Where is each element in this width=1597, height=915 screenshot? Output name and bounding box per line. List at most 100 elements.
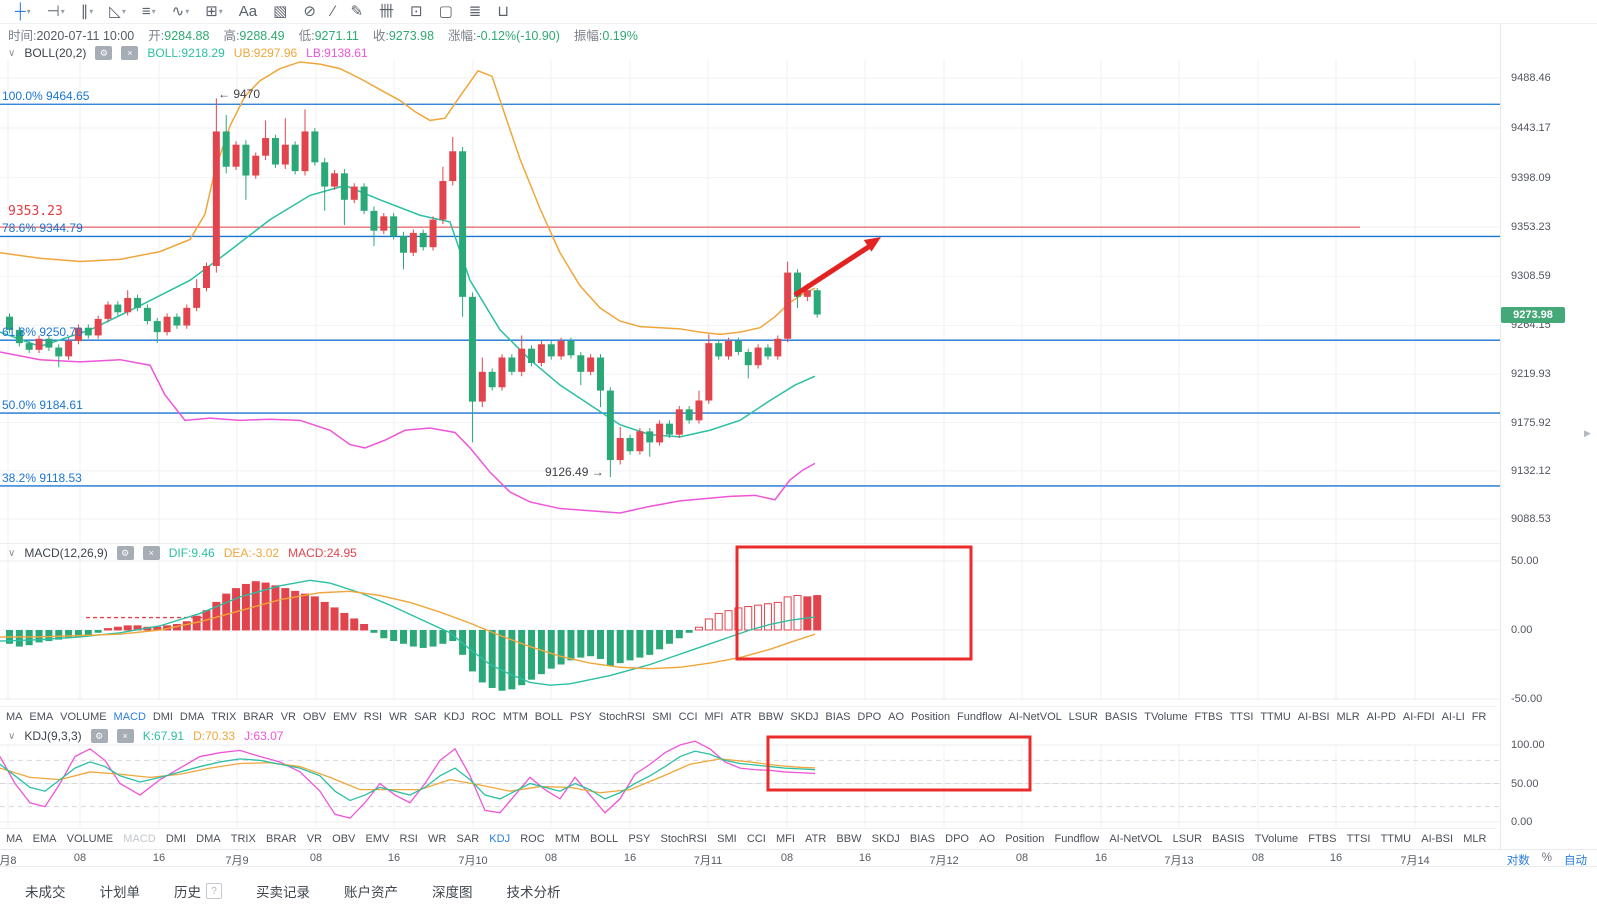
indicator-tab-mtm[interactable]: MTM: [554, 833, 580, 845]
delete-drawing-icon[interactable]: ⊔: [490, 1, 516, 23]
indicator-tab-ao[interactable]: AO: [888, 711, 905, 723]
indicator-tab-tvolume[interactable]: TVolume: [1144, 711, 1188, 723]
indicator-tab-emv[interactable]: EMV: [333, 711, 357, 723]
indicator-tab-atr[interactable]: ATR: [805, 833, 827, 845]
indicator-tab-ai-pd[interactable]: AI-PD: [1366, 711, 1396, 723]
indicator-tab-ai-netvol[interactable]: AI-NetVOL: [1109, 833, 1163, 845]
chevron-down-icon[interactable]: ▾: [26, 7, 31, 16]
indicator-tab-sar[interactable]: SAR: [456, 833, 480, 845]
indicator-tab-brar[interactable]: BRAR: [265, 833, 297, 845]
indicator-tab-dmi[interactable]: DMI: [165, 833, 186, 845]
indicator-tab-cci[interactable]: CCI: [678, 711, 698, 723]
indicator-tab-fundflow[interactable]: Fundflow: [1054, 833, 1100, 845]
bottom-tab-账户资产[interactable]: 账户资产: [344, 881, 398, 901]
indicator-tab-dmi[interactable]: DMI: [152, 711, 173, 723]
shape-tool-icon[interactable]: ⊞ ▾: [198, 1, 230, 23]
bottom-tab-历史[interactable]: 历史?: [174, 881, 222, 901]
text-tool-icon[interactable]: Aa: [232, 1, 264, 23]
indicator-tab-ttmu[interactable]: TTMU: [1260, 711, 1291, 723]
bottom-tab-未成交[interactable]: 未成交: [25, 881, 66, 901]
parallel-channel-tool-icon[interactable]: ∥ ▾: [74, 1, 101, 23]
indicator-tab-dpo[interactable]: DPO: [857, 711, 882, 723]
collapse-chevron-icon[interactable]: ∨: [8, 547, 16, 559]
indicator-tab-rsi[interactable]: RSI: [399, 833, 418, 845]
bottom-tab-技术分析[interactable]: 技术分析: [507, 881, 561, 901]
collapse-chevron-icon[interactable]: ∨: [8, 730, 16, 742]
indicator-tab-ftbs[interactable]: FTBS: [1194, 711, 1223, 723]
indicator-tab-trix[interactable]: TRIX: [230, 833, 256, 845]
indicator-tab-rsi[interactable]: RSI: [363, 711, 383, 723]
chevron-down-icon[interactable]: ▾: [151, 7, 156, 16]
measure-icon[interactable]: 卌: [372, 1, 401, 23]
indicator-tab-lsur[interactable]: LSUR: [1172, 833, 1202, 845]
indicator-tab-bias[interactable]: BIAS: [909, 833, 935, 845]
hide-drawings-icon[interactable]: ⊘: [296, 1, 323, 23]
indicator-tab-trix[interactable]: TRIX: [211, 711, 237, 723]
indicator-tab-ma[interactable]: MA: [6, 711, 23, 723]
indicator-tab-ema[interactable]: EMA: [29, 711, 54, 723]
horizontal-lines-tool-icon[interactable]: ≡ ▾: [135, 1, 163, 23]
indicator-tab-sar[interactable]: SAR: [414, 711, 437, 723]
indicator-tab-fr[interactable]: FR: [1471, 711, 1487, 723]
indicator-tab-mfi[interactable]: MFI: [775, 833, 795, 845]
indicator-tab-kdj[interactable]: KDJ: [489, 833, 511, 845]
bottom-tab-深度图[interactable]: 深度图: [432, 881, 473, 901]
indicator-tab-ma[interactable]: MA: [6, 833, 23, 845]
indicator-tab-roc[interactable]: ROC: [520, 833, 545, 845]
indicator-tab-emv[interactable]: EMV: [365, 833, 390, 845]
indicator-tab-ao[interactable]: AO: [979, 833, 996, 845]
time-axis[interactable]: 月8 08 16 7月9 08 16 7月10 08 16 7月11 08 16 7月12 08 16 7月1…: [0, 849, 1597, 867]
close-icon[interactable]: ×: [121, 46, 139, 60]
indicator-tab-dma[interactable]: DMA: [179, 711, 205, 723]
indicator-tab-position[interactable]: Position: [1005, 833, 1045, 845]
bottom-tab-买卖记录[interactable]: 买卖记录: [256, 881, 310, 901]
indicator-tab-atr[interactable]: ATR: [730, 711, 752, 723]
help-icon[interactable]: ?: [206, 883, 222, 899]
indicator-tab-boll[interactable]: BOLL: [534, 711, 563, 723]
gear-icon[interactable]: ⚙: [95, 46, 113, 60]
indicator-tab-mlr[interactable]: MLR: [1463, 833, 1487, 845]
indicator-tab-ai-li[interactable]: AI-LI: [1441, 711, 1465, 723]
indicator-tab-obv[interactable]: OBV: [302, 711, 327, 723]
axis-control-自动[interactable]: 自动: [1564, 855, 1587, 867]
indicator-tab-macd[interactable]: MACD: [123, 833, 156, 845]
indicator-tab-dma[interactable]: DMA: [196, 833, 221, 845]
indicator-tab-ai-bsi[interactable]: AI-BSI: [1297, 711, 1330, 723]
axis-collapse-arrow[interactable]: ▶: [1584, 428, 1591, 438]
gear-icon[interactable]: ⚙: [90, 729, 108, 743]
indicator-tab-dpo[interactable]: DPO: [945, 833, 969, 845]
drawings-list-icon[interactable]: ≣: [462, 1, 489, 23]
indicator-tab-psy[interactable]: PSY: [628, 833, 651, 845]
indicator-tab-volume[interactable]: VOLUME: [60, 711, 107, 723]
indicator-tab-mfi[interactable]: MFI: [704, 711, 724, 723]
chevron-down-icon[interactable]: ▾: [89, 7, 94, 16]
indicator-tab-ttmu[interactable]: TTMU: [1380, 833, 1412, 845]
indicator-tab-macd[interactable]: MACD: [113, 711, 146, 723]
chevron-down-icon[interactable]: ▾: [60, 7, 65, 16]
indicator-tab-vr[interactable]: VR: [306, 833, 322, 845]
gear-icon[interactable]: ⚙: [116, 546, 134, 560]
trendline-tool-icon[interactable]: ⊣ ▾: [40, 1, 72, 23]
indicator-tab-brar[interactable]: BRAR: [243, 711, 274, 723]
lock-drawings-icon[interactable]: ⊡: [403, 1, 430, 23]
indicator-tab-bbw[interactable]: BBW: [758, 711, 784, 723]
close-icon[interactable]: ×: [142, 546, 160, 560]
indicator-tab-tvolume[interactable]: TVolume: [1254, 833, 1299, 845]
indicator-tab-fundflow[interactable]: Fundflow: [957, 711, 1002, 723]
shapes-eraser-icon[interactable]: ▧: [266, 1, 294, 23]
indicator-tab-roc[interactable]: ROC: [471, 711, 496, 723]
indicator-tab-basis[interactable]: BASIS: [1212, 833, 1245, 845]
indicator-tab-stochrsi[interactable]: StochRSI: [598, 711, 646, 723]
brush-icon[interactable]: ✎: [343, 1, 370, 23]
indicator-tab-obv[interactable]: OBV: [332, 833, 356, 845]
indicator-tab-smi[interactable]: SMI: [652, 711, 672, 723]
indicator-tab-volume[interactable]: VOLUME: [66, 833, 114, 845]
indicator-tab-wr[interactable]: WR: [428, 833, 447, 845]
ruler-icon[interactable]: ∕: [325, 1, 342, 23]
indicator-tab-kdj[interactable]: KDJ: [443, 711, 465, 723]
indicator-tab-mtm[interactable]: MTM: [502, 711, 528, 723]
indicator-tab-stochrsi[interactable]: StochRSI: [660, 833, 707, 845]
indicator-tab-lsur[interactable]: LSUR: [1068, 711, 1098, 723]
axis-control-对数[interactable]: 对数: [1506, 855, 1530, 867]
indicator-tab-ttsi[interactable]: TTSI: [1346, 833, 1371, 845]
